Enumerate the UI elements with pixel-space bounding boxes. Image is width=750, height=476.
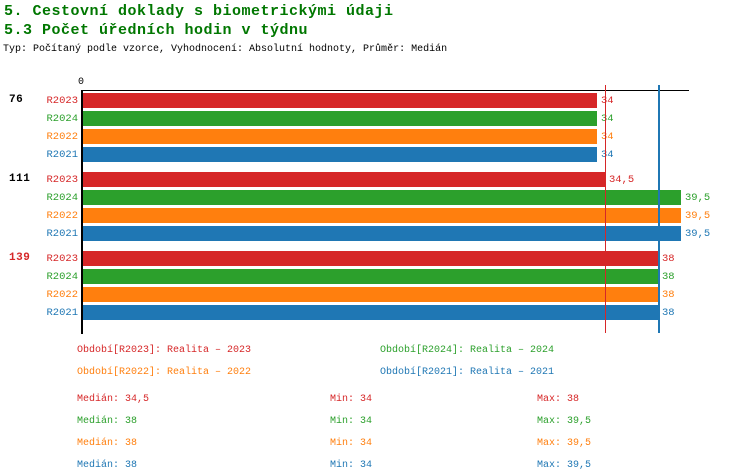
legend-item: Období[R2024]: Realita – 2024 — [380, 345, 555, 356]
series-tick-label: R2023 — [46, 253, 78, 265]
series-tick-label: R2021 — [46, 228, 78, 240]
bar-value-label: 38 — [662, 271, 675, 283]
series-tick-label: R2023 — [46, 174, 78, 186]
bar-139-R2021 — [83, 305, 658, 320]
bar-value-label: 34 — [601, 149, 614, 161]
chart-meta: Typ: Počítaný podle vzorce, Vyhodnocení:… — [3, 44, 448, 55]
series-tick-label: R2022 — [46, 131, 78, 143]
bar-value-label: 39,5 — [685, 228, 711, 240]
x-axis-zero-label: 0 — [77, 77, 84, 88]
stat-median: Medián: 38 — [77, 460, 138, 471]
series-tick-label: R2021 — [46, 307, 78, 319]
legend-item: Období[R2021]: Realita – 2021 — [380, 367, 555, 378]
legend-item: Období[R2023]: Realita – 2023 — [77, 345, 252, 356]
bar-76-R2021 — [83, 147, 597, 162]
bar-139-R2023 — [83, 251, 658, 266]
bar-value-label: 34 — [601, 113, 614, 125]
bar-value-label: 34,5 — [609, 174, 635, 186]
bar-111-R2022 — [83, 208, 681, 223]
bar-111-R2023 — [83, 172, 605, 187]
page-title: 5. Cestovní doklady s biometrickými údaj… — [4, 3, 394, 20]
group-label: 139 — [9, 252, 31, 264]
stat-max: Max: 38 — [537, 394, 580, 405]
series-tick-label: R2022 — [46, 210, 78, 222]
stat-max: Max: 39,5 — [537, 460, 592, 471]
bar-value-label: 39,5 — [685, 210, 711, 222]
page-subtitle: 5.3 Počet úředních hodin v týdnu — [4, 22, 309, 39]
stat-max: Max: 39,5 — [537, 438, 592, 449]
stat-median: Medián: 34,5 — [77, 394, 150, 405]
bar-value-label: 38 — [662, 289, 675, 301]
bar-111-R2024 — [83, 190, 681, 205]
stat-max: Max: 39,5 — [537, 416, 592, 427]
median-reference-line — [658, 85, 660, 333]
series-tick-label: R2023 — [46, 95, 78, 107]
bar-value-label: 38 — [662, 253, 675, 265]
bar-76-R2023 — [83, 93, 597, 108]
bar-139-R2024 — [83, 269, 658, 284]
stat-min: Min: 34 — [330, 394, 373, 405]
bar-111-R2021 — [83, 226, 681, 241]
series-tick-label: R2024 — [46, 113, 78, 125]
legend-item: Období[R2022]: Realita – 2022 — [77, 367, 252, 378]
stat-median: Medián: 38 — [77, 416, 138, 427]
group-label: 111 — [9, 173, 31, 185]
bar-139-R2022 — [83, 287, 658, 302]
series-tick-label: R2022 — [46, 289, 78, 301]
series-tick-label: R2024 — [46, 192, 78, 204]
group-label: 76 — [9, 94, 24, 106]
bar-value-label: 39,5 — [685, 192, 711, 204]
stat-min: Min: 34 — [330, 460, 373, 471]
stat-min: Min: 34 — [330, 416, 373, 427]
series-tick-label: R2021 — [46, 149, 78, 161]
bar-value-label: 34 — [601, 95, 614, 107]
bar-76-R2024 — [83, 111, 597, 126]
bar-76-R2022 — [83, 129, 597, 144]
bar-value-label: 34 — [601, 131, 614, 143]
series-tick-label: R2024 — [46, 271, 78, 283]
median-reference-line — [605, 85, 606, 333]
stat-median: Medián: 38 — [77, 438, 138, 449]
plot-area — [81, 90, 689, 334]
stat-min: Min: 34 — [330, 438, 373, 449]
bar-value-label: 38 — [662, 307, 675, 319]
